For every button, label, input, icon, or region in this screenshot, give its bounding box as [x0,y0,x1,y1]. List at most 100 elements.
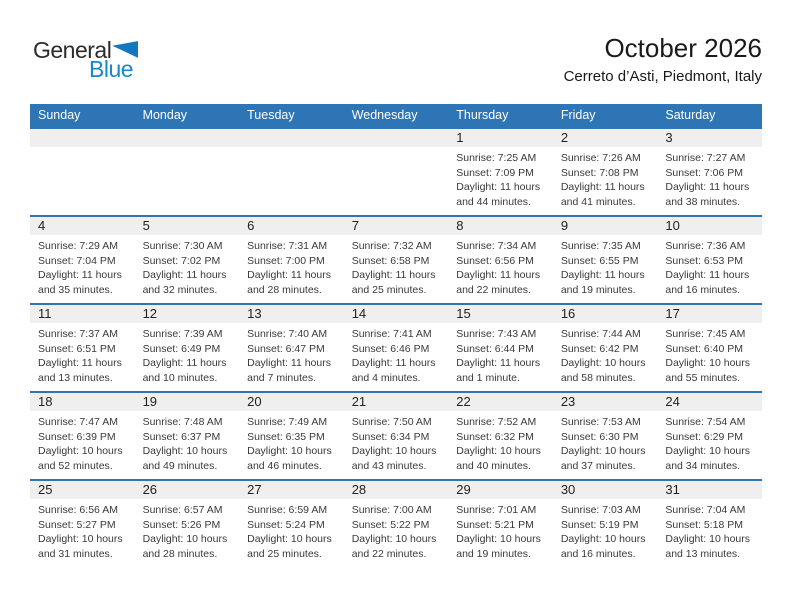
weekday-header-sunday: Sunday [30,104,135,128]
day-info [30,147,135,151]
day-info-line: and 34 minutes. [665,459,741,472]
day-info-line: Sunrise: 7:04 AM [665,504,746,516]
day-info: Sunrise: 6:59 AM Sunset: 5:24 PM Daylight:… [239,499,344,561]
day-info-line: Daylight: 10 hours [456,445,541,457]
day-cell-7: 7 Sunrise: 7:32 AM Sunset: 6:58 PM Daylight… [343,215,449,304]
day-info-line: Daylight: 11 hours [560,181,645,193]
day-info-line: Sunrise: 6:59 AM [247,504,328,516]
day-cell-17: 17 Sunrise: 7:45 AM Sunset: 6:40 PM Dayligh… [657,303,762,392]
day-info: Sunrise: 7:44 AM Sunset: 6:42 PM Daylight:… [553,323,658,385]
day-info [239,147,344,151]
day-info-line: Sunset: 6:40 PM [665,342,744,355]
day-cell-26: 26 Sunrise: 6:57 AM Sunset: 5:26 PM Dayligh… [134,479,240,568]
day-info-line: and 16 minutes. [560,547,636,560]
day-info-line: Sunrise: 7:43 AM [456,328,537,340]
day-info-line: and 58 minutes. [560,371,636,384]
day-info-line: Daylight: 10 hours [351,445,437,457]
day-number: 25 [30,481,135,499]
day-cell-9: 9 Sunrise: 7:35 AM Sunset: 6:55 PM Daylight… [552,215,658,304]
day-info-line: and 19 minutes. [456,547,531,560]
day-info-line: Sunset: 7:02 PM [142,254,221,267]
day-info-line: and 28 minutes. [247,283,322,296]
day-info-line: Daylight: 10 hours [665,357,751,369]
day-info-line: Daylight: 10 hours [456,533,541,545]
day-cell-4: 4 Sunrise: 7:29 AM Sunset: 7:04 PM Daylight… [30,215,135,304]
day-info: Sunrise: 7:00 AM Sunset: 5:22 PM Daylight:… [344,499,449,561]
day-info-line: Daylight: 11 hours [38,357,122,369]
day-info [135,147,240,151]
day-info-line: Daylight: 10 hours [351,533,437,545]
day-info-line: Sunset: 6:46 PM [351,342,430,355]
day-info-line: Daylight: 10 hours [665,445,751,457]
day-info-line: Sunrise: 7:31 AM [247,240,328,252]
day-info-line: Sunset: 6:32 PM [456,430,534,443]
day-info-line: Daylight: 10 hours [142,445,228,457]
day-info-line: and 46 minutes. [247,459,322,472]
day-cell-14: 14 Sunrise: 7:41 AM Sunset: 6:46 PM Dayligh… [343,303,449,392]
day-info-line: Sunset: 5:24 PM [247,518,325,531]
day-cell-10: 10 Sunrise: 7:36 AM Sunset: 6:53 PM Dayligh… [657,215,762,304]
day-info: Sunrise: 7:04 AM Sunset: 5:18 PM Daylight:… [657,499,762,561]
day-info-line: Sunrise: 7:50 AM [351,416,432,428]
day-info-line: Sunset: 6:51 PM [38,342,116,355]
weekday-header-row: Sunday Monday Tuesday Wednesday Thursday… [30,104,762,128]
day-cell-empty [343,127,449,216]
day-info-line: Sunset: 5:27 PM [38,518,116,531]
day-info-line: and 10 minutes. [142,371,218,384]
day-info-line: Sunset: 6:30 PM [560,430,639,443]
day-number: 4 [30,217,135,235]
day-info [344,147,449,151]
day-info-line: Daylight: 11 hours [142,269,227,281]
day-info-line: and 43 minutes. [351,459,427,472]
day-cell-30: 30 Sunrise: 7:03 AM Sunset: 5:19 PM Dayligh… [552,479,658,568]
day-info-line: Sunrise: 7:30 AM [142,240,223,252]
day-info-line: Sunset: 6:58 PM [351,254,430,267]
day-info-line: and 32 minutes. [142,283,218,296]
day-cell-5: 5 Sunrise: 7:30 AM Sunset: 7:02 PM Daylight… [134,215,240,304]
day-info-line: Sunrise: 7:49 AM [247,416,328,428]
day-number: 29 [448,481,553,499]
day-info: Sunrise: 7:30 AM Sunset: 7:02 PM Daylight:… [135,235,240,297]
day-info-line: Daylight: 10 hours [38,533,123,545]
day-info: Sunrise: 6:56 AM Sunset: 5:27 PM Daylight:… [30,499,135,561]
day-info-line: Daylight: 11 hours [560,269,645,281]
day-info-line: Sunset: 5:19 PM [560,518,639,531]
day-number: 14 [343,305,449,323]
page-header: General Blue October 2026 Cerreto d’Asti… [0,0,792,104]
day-cell-29: 29 Sunrise: 7:01 AM Sunset: 5:21 PM Dayligh… [448,479,553,568]
day-number: 11 [30,305,135,323]
day-info: Sunrise: 7:03 AM Sunset: 5:19 PM Daylight:… [553,499,658,561]
day-info: Sunrise: 6:57 AM Sunset: 5:26 PM Daylight:… [135,499,240,561]
day-info-line: and 22 minutes. [351,547,427,560]
day-info-line: Daylight: 10 hours [560,445,646,457]
day-info-line: Sunset: 6:42 PM [560,342,639,355]
day-info-line: Sunset: 6:39 PM [38,430,116,443]
day-info-line: and 38 minutes. [665,195,741,208]
day-cell-empty [134,127,240,216]
day-info: Sunrise: 7:32 AM Sunset: 6:58 PM Daylight:… [344,235,449,297]
day-info-line: Sunset: 7:08 PM [560,166,639,179]
day-number: 6 [239,217,344,235]
day-cell-27: 27 Sunrise: 6:59 AM Sunset: 5:24 PM Dayligh… [239,479,344,568]
day-number: 1 [448,129,553,147]
day-info-line: Sunset: 5:21 PM [456,518,534,531]
day-info-line: Sunset: 6:44 PM [456,342,534,355]
day-info-line: Sunrise: 7:36 AM [665,240,746,252]
day-cell-1: 1 Sunrise: 7:25 AM Sunset: 7:09 PM Daylight… [448,127,553,216]
day-number: 18 [30,393,135,411]
day-info-line: Sunrise: 6:57 AM [142,504,223,516]
day-info-line: Sunrise: 7:27 AM [665,152,746,164]
day-info-line: Daylight: 10 hours [142,533,228,545]
page-subtitle: Cerreto d’Asti, Piedmont, Italy [563,68,762,85]
day-info-line: Sunset: 6:56 PM [456,254,534,267]
day-number: 2 [552,129,658,147]
day-info-line: and 55 minutes. [665,371,741,384]
day-number: 7 [343,217,449,235]
day-number: 15 [448,305,553,323]
day-info-line: Daylight: 11 hours [247,269,331,281]
day-info-line: Daylight: 10 hours [247,445,332,457]
day-info-line: Sunset: 5:22 PM [351,518,430,531]
calendar-table: Sunday Monday Tuesday Wednesday Thursday… [30,104,762,568]
page-title: October 2026 [604,33,762,63]
